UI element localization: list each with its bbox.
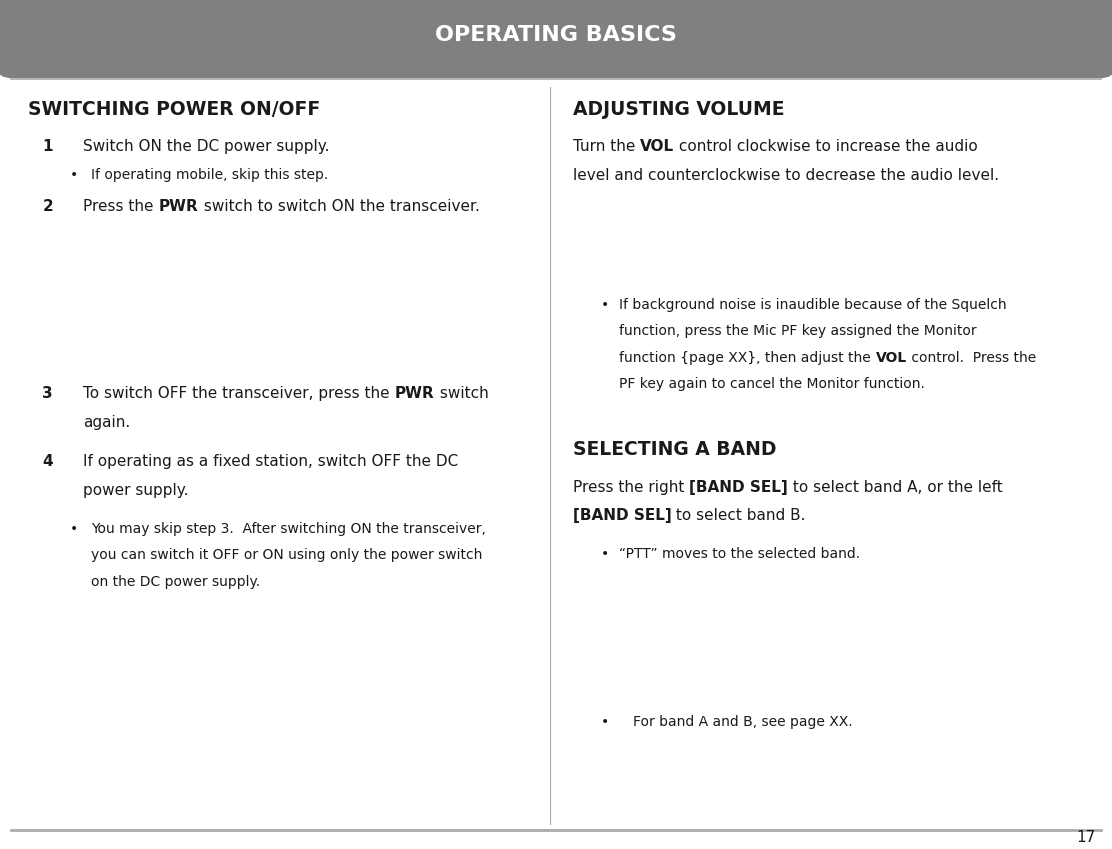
FancyBboxPatch shape — [0, 0, 1112, 78]
Text: 2: 2 — [42, 199, 53, 214]
Text: PWR: PWR — [395, 386, 435, 402]
Text: [BAND SEL]: [BAND SEL] — [689, 480, 787, 494]
Text: control clockwise to increase the audio: control clockwise to increase the audio — [674, 139, 977, 155]
Text: Press the: Press the — [83, 199, 159, 214]
Text: function, press the Mic PF key assigned the Monitor: function, press the Mic PF key assigned … — [619, 324, 977, 338]
Text: If operating as a fixed station, switch OFF the DC: If operating as a fixed station, switch … — [83, 454, 458, 469]
Text: PF key again to cancel the Monitor function.: PF key again to cancel the Monitor funct… — [619, 377, 925, 391]
Text: 17: 17 — [1076, 829, 1095, 845]
Text: [BAND SEL]: [BAND SEL] — [573, 509, 672, 523]
Text: power supply.: power supply. — [83, 483, 189, 498]
Text: 4: 4 — [42, 454, 53, 469]
Text: You may skip step 3.  After switching ON the transceiver,: You may skip step 3. After switching ON … — [91, 522, 486, 536]
Text: •: • — [600, 548, 608, 561]
Text: SWITCHING POWER ON/OFF: SWITCHING POWER ON/OFF — [28, 100, 320, 119]
Text: PWR: PWR — [159, 199, 199, 214]
Text: “PTT” moves to the selected band.: “PTT” moves to the selected band. — [619, 548, 861, 561]
Text: 3: 3 — [42, 386, 53, 402]
Text: to select band B.: to select band B. — [672, 509, 806, 523]
Text: •: • — [600, 715, 608, 728]
Text: •: • — [70, 522, 78, 536]
Text: Press the right: Press the right — [573, 480, 689, 494]
Text: For band A and B, see page XX.: For band A and B, see page XX. — [633, 715, 853, 728]
Text: switch to switch ON the transceiver.: switch to switch ON the transceiver. — [199, 199, 479, 214]
Text: again.: again. — [83, 415, 130, 430]
Text: OPERATING BASICS: OPERATING BASICS — [435, 25, 677, 45]
Text: switch: switch — [435, 386, 488, 402]
Text: control.  Press the: control. Press the — [906, 351, 1036, 364]
Text: function {page XX}, then adjust the: function {page XX}, then adjust the — [619, 351, 875, 364]
Text: •: • — [600, 298, 608, 312]
Text: you can switch it OFF or ON using only the power switch: you can switch it OFF or ON using only t… — [91, 548, 483, 562]
Text: ADJUSTING VOLUME: ADJUSTING VOLUME — [573, 100, 784, 119]
Text: SELECTING A BAND: SELECTING A BAND — [573, 441, 776, 459]
Text: Switch ON the DC power supply.: Switch ON the DC power supply. — [83, 139, 330, 155]
Text: Turn the: Turn the — [573, 139, 639, 155]
Text: level and counterclockwise to decrease the audio level.: level and counterclockwise to decrease t… — [573, 168, 999, 183]
Text: •: • — [70, 168, 78, 182]
Text: If operating mobile, skip this step.: If operating mobile, skip this step. — [91, 168, 328, 182]
Text: VOL: VOL — [875, 351, 906, 364]
Text: To switch OFF the transceiver, press the: To switch OFF the transceiver, press the — [83, 386, 395, 402]
Text: VOL: VOL — [639, 139, 674, 155]
Text: to select band A, or the left: to select band A, or the left — [787, 480, 1002, 494]
Text: If background noise is inaudible because of the Squelch: If background noise is inaudible because… — [619, 298, 1007, 312]
Text: on the DC power supply.: on the DC power supply. — [91, 575, 260, 588]
Text: 1: 1 — [42, 139, 52, 155]
